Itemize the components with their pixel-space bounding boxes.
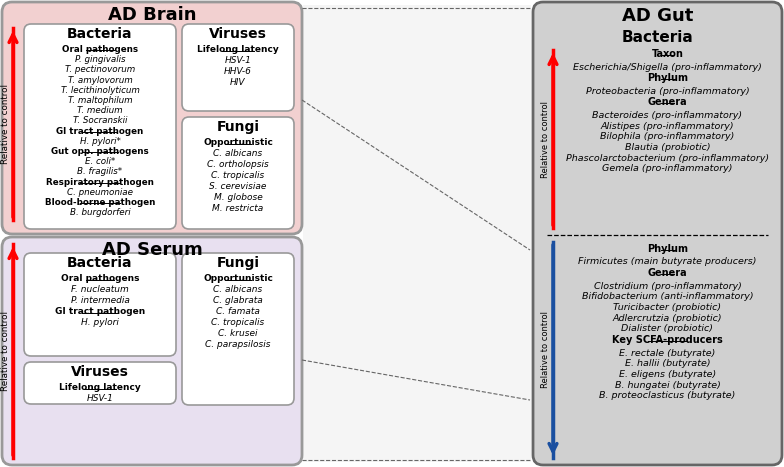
FancyBboxPatch shape (2, 237, 302, 465)
Text: Fungi: Fungi (216, 120, 260, 134)
Text: T. amylovorum: T. amylovorum (67, 76, 132, 85)
Text: Viruses: Viruses (209, 27, 267, 41)
Text: B. hungatei (butyrate): B. hungatei (butyrate) (615, 381, 720, 390)
Text: Taxon: Taxon (652, 49, 684, 59)
Bar (303, 5, 531, 462)
Text: B. proteoclasticus (butyrate): B. proteoclasticus (butyrate) (599, 391, 735, 401)
Text: Opportunistic: Opportunistic (203, 274, 273, 283)
Text: Escherichia/Shigella (pro-inflammatory): Escherichia/Shigella (pro-inflammatory) (573, 63, 762, 71)
Text: C. parapsilosis: C. parapsilosis (205, 340, 270, 349)
Text: Clostridium (pro-inflammatory): Clostridium (pro-inflammatory) (593, 282, 742, 290)
Text: C. glabrata: C. glabrata (213, 296, 263, 305)
Text: Fungi: Fungi (216, 256, 260, 270)
Text: C. tropicalis: C. tropicalis (212, 318, 265, 327)
Text: Relative to control: Relative to control (2, 84, 10, 164)
FancyBboxPatch shape (533, 2, 782, 465)
Text: HSV-1: HSV-1 (86, 394, 114, 403)
Text: Bilophila (pro-inflammatory): Bilophila (pro-inflammatory) (601, 132, 735, 142)
Text: Relative to control: Relative to control (2, 311, 10, 391)
Text: HHV-6: HHV-6 (224, 67, 252, 76)
Text: C. krusei: C. krusei (218, 329, 258, 338)
Text: Lifelong latency: Lifelong latency (59, 383, 141, 392)
Text: T. pectinovorum: T. pectinovorum (65, 65, 135, 74)
Text: T. maltophilum: T. maltophilum (67, 96, 132, 105)
Text: Blautia (probiotic): Blautia (probiotic) (625, 143, 710, 152)
Text: C. tropicalis: C. tropicalis (212, 171, 265, 180)
Text: E. eligens (butyrate): E. eligens (butyrate) (619, 370, 716, 379)
Text: H. pylori: H. pylori (81, 318, 119, 327)
Text: Oral pathogens: Oral pathogens (60, 274, 140, 283)
Text: C. famata: C. famata (216, 307, 260, 316)
Text: P. gingivalis: P. gingivalis (74, 55, 125, 64)
FancyBboxPatch shape (182, 117, 294, 229)
Text: T. medium: T. medium (77, 106, 123, 115)
Text: Gemela (pro-inflammatory): Gemela (pro-inflammatory) (602, 164, 733, 173)
Text: GI tract pathogen: GI tract pathogen (56, 127, 143, 135)
Text: C. ortholopsis: C. ortholopsis (207, 160, 269, 169)
Text: Dialister (probiotic): Dialister (probiotic) (622, 325, 713, 333)
Text: AD Gut: AD Gut (622, 7, 693, 25)
Text: S. cerevisiae: S. cerevisiae (209, 182, 267, 191)
FancyBboxPatch shape (24, 362, 176, 404)
Text: Bacteria: Bacteria (622, 30, 693, 45)
Text: Viruses: Viruses (71, 365, 129, 379)
FancyBboxPatch shape (2, 2, 302, 234)
FancyBboxPatch shape (182, 253, 294, 405)
Text: Genera: Genera (648, 98, 688, 107)
Text: Firmicutes (main butyrate producers): Firmicutes (main butyrate producers) (579, 257, 757, 267)
Text: Bacteria: Bacteria (67, 256, 132, 270)
Text: HSV-1: HSV-1 (224, 56, 252, 65)
Text: E. rectale (butyrate): E. rectale (butyrate) (619, 349, 716, 358)
Text: Gut opp. pathogens: Gut opp. pathogens (51, 147, 149, 156)
Text: E. hallii (butyrate): E. hallii (butyrate) (625, 360, 710, 368)
Text: H. pylori*: H. pylori* (79, 137, 121, 146)
Text: P. intermedia: P. intermedia (71, 296, 129, 305)
Text: Bacteria: Bacteria (67, 27, 132, 41)
Text: Key SCFA-producers: Key SCFA-producers (612, 335, 723, 345)
Text: C. albicans: C. albicans (213, 149, 263, 158)
FancyBboxPatch shape (24, 253, 176, 356)
Text: Relative to control: Relative to control (542, 311, 550, 389)
Text: Lifelong latency: Lifelong latency (197, 45, 279, 54)
Text: Bacteroides (pro-inflammatory): Bacteroides (pro-inflammatory) (593, 111, 742, 120)
Text: Alistipes (pro-inflammatory): Alistipes (pro-inflammatory) (601, 121, 735, 131)
FancyBboxPatch shape (182, 24, 294, 111)
Text: Phascolarctobacterium (pro-inflammatory): Phascolarctobacterium (pro-inflammatory) (566, 154, 769, 163)
Text: Phylum: Phylum (647, 73, 688, 83)
Text: B. fragilis*: B. fragilis* (78, 167, 122, 177)
Text: Bifidobacterium (anti-inflammatory): Bifidobacterium (anti-inflammatory) (582, 292, 753, 301)
Text: Genera: Genera (648, 268, 688, 278)
Text: Adlercrutzia (probiotic): Adlercrutzia (probiotic) (612, 314, 722, 323)
Text: AD Brain: AD Brain (107, 6, 196, 24)
Text: Relative to control: Relative to control (542, 100, 550, 177)
Text: T. lecithinolyticum: T. lecithinolyticum (60, 86, 140, 95)
FancyBboxPatch shape (24, 24, 176, 229)
Text: T. Socranskii: T. Socranskii (73, 116, 127, 126)
Text: E. coli*: E. coli* (85, 157, 115, 166)
Text: AD Serum: AD Serum (102, 241, 202, 259)
Text: Respiratory pathogen: Respiratory pathogen (46, 177, 154, 187)
Text: B. burgdorferi: B. burgdorferi (70, 208, 130, 217)
Text: Oral pathogens: Oral pathogens (62, 45, 138, 54)
Text: Turicibacter (probiotic): Turicibacter (probiotic) (613, 303, 721, 312)
Text: M. restricta: M. restricta (212, 204, 263, 213)
Text: GI tract pathogen: GI tract pathogen (55, 307, 145, 316)
Text: C. albicans: C. albicans (213, 285, 263, 294)
Text: Phylum: Phylum (647, 244, 688, 254)
Text: M. globose: M. globose (213, 193, 263, 202)
Text: F. nucleatum: F. nucleatum (71, 285, 129, 294)
Text: Proteobacteria (pro-inflammatory): Proteobacteria (pro-inflammatory) (586, 87, 750, 96)
Text: Blood-borne pathogen: Blood-borne pathogen (45, 198, 155, 207)
Text: HIV: HIV (230, 78, 245, 87)
Text: Opportunistic: Opportunistic (203, 138, 273, 147)
Text: C. pneumoniae: C. pneumoniae (67, 188, 133, 197)
